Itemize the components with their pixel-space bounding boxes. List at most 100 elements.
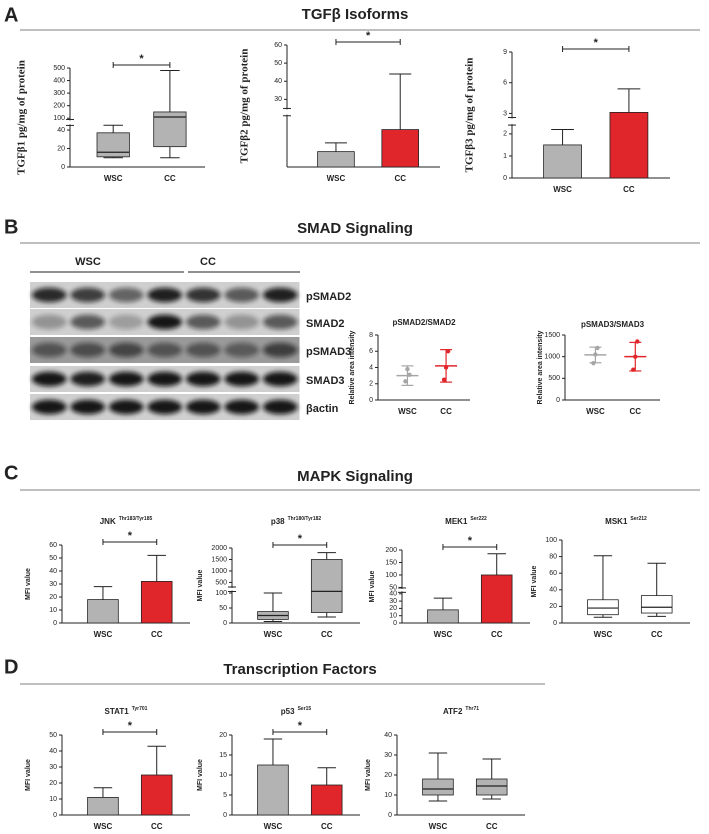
chart-title: MEK1 Ser222 [445,516,487,526]
chart-title: MSK1 Ser212 [605,516,647,526]
y-tick-label: 0 [393,620,397,627]
y-axis-label: MFI value [531,565,538,597]
data-point [441,377,447,382]
chart-title-text: JNK [100,517,116,526]
chart-title-text: p38 [271,517,285,526]
y-tick-label: 0 [503,175,507,182]
y-tick-label: 9 [503,49,507,56]
blot-row-label: pSMAD2 [306,291,351,303]
panel-title: Transcription Factors [223,661,376,678]
blot-band [31,314,67,330]
y-tick-label: 40 [549,587,557,594]
y-tick-label: 1000 [544,354,560,361]
bar [427,609,459,624]
y-tick-label: 60 [49,542,57,549]
x-tick-label: WSC [104,174,123,183]
y-tick-label: 30 [49,764,57,771]
data-point [403,379,408,384]
chart-title: ATF2 Thr71 [443,706,479,716]
y-tick-label: 100 [385,572,397,579]
y-tick-label: 60 [274,42,282,49]
panel-letter: A [4,4,18,26]
x-tick-label: CC [164,174,176,183]
blot-band [31,399,67,415]
y-axis-label: Relative area intensity [349,330,356,404]
y-tick-label: 500 [53,65,65,72]
blot-band [70,371,106,387]
blot-band [108,371,144,387]
chart-title: p53 Ser15 [281,706,312,716]
chart-title-text: pSMAD2/SMAD2 [392,318,456,327]
data-point [635,339,640,344]
blot-band [224,342,260,358]
y-tick-label: 200 [53,103,65,110]
blot-group-label: CC [200,256,216,268]
y-axis-label: MFI value [365,759,372,791]
y-tick-label: 5 [223,792,227,799]
y-tick-label: 20 [549,603,557,610]
y-tick-label: 50 [274,60,282,67]
chart-title-sup: Tyr701 [132,706,148,712]
bar [257,764,289,816]
blot-band [147,342,183,358]
x-tick-label: CC [630,407,642,416]
axis-break-gap [228,588,236,591]
bar [480,574,513,624]
y-tick-label: 50 [49,732,57,739]
box [422,778,454,796]
box [587,599,619,616]
blot-band [108,287,144,303]
blot-band [185,342,221,358]
y-tick-label: 1000 [211,568,227,575]
y-tick-label: 2 [369,381,373,388]
box [475,778,508,796]
panel-letter: D [4,656,18,678]
chart-title-text: MEK1 [445,517,468,526]
y-tick-label: 10 [49,796,57,803]
blot-band [262,371,298,387]
blot-band [147,314,183,330]
x-tick-label: CC [151,630,163,639]
y-tick-label: 1500 [211,556,227,563]
y-tick-label: 20 [57,145,65,152]
axis-break-gap [398,588,406,592]
blot-band [147,371,183,387]
blot-band [185,287,221,303]
y-tick-label: 8 [369,332,373,339]
blot-band [262,399,298,415]
bar [310,784,343,816]
chart-title-sup: Thr183/Tyr185 [119,516,153,522]
y-tick-label: 100 [545,537,557,544]
significance-label: * [139,53,144,65]
panel-letter: C [4,462,18,484]
y-tick-label: 20 [49,594,57,601]
y-tick-label: 20 [389,605,397,612]
chart-title-sup: Ser212 [630,516,647,522]
significance-label: * [298,533,303,545]
chart-title: pSMAD2/SMAD2 [392,318,456,327]
x-tick-label: CC [651,630,663,639]
y-tick-label: 10 [389,613,397,620]
chart-title-text: STAT1 [105,707,130,716]
y-tick-label: 400 [53,77,65,84]
y-tick-label: 10 [384,792,392,799]
chart-title-text: pSMAD3/SMAD3 [581,320,645,329]
x-tick-label: WSC [94,630,113,639]
blot-band [262,342,298,358]
y-tick-label: 2 [503,131,507,138]
x-tick-label: CC [321,630,333,639]
chart-title-sup: Thr71 [465,706,479,712]
y-axis-label: MFI value [197,759,204,791]
blot-band [147,399,183,415]
data-point [593,352,598,357]
x-tick-label: WSC [264,630,283,639]
box [96,132,130,158]
y-tick-label: 0 [61,164,65,171]
bar [87,797,119,816]
y-tick-label: 30 [274,96,282,103]
y-tick-label: 3 [503,110,507,117]
y-tick-label: 60 [549,570,557,577]
y-tick-label: 20 [384,772,392,779]
x-tick-label: WSC [327,174,346,183]
x-tick-label: CC [440,407,452,416]
